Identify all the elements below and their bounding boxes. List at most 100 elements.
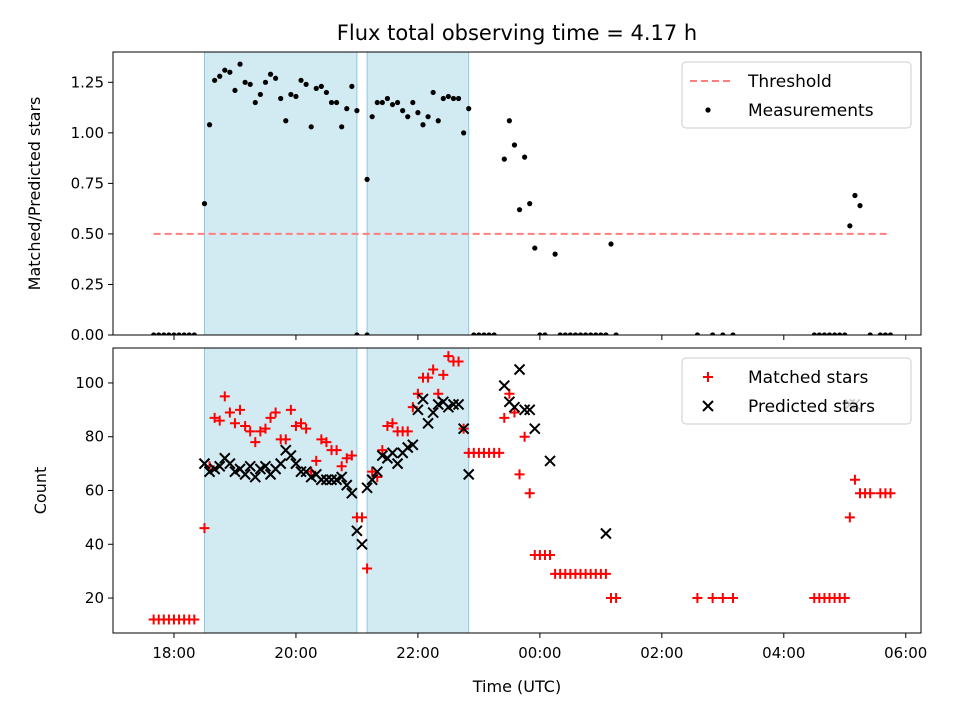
- measurement-point: [506, 118, 512, 124]
- axes-frame: [112, 51, 922, 336]
- matched-point: [509, 407, 520, 418]
- ratio-panel: 0.00 0.25 0.50 0.75 1.00 1.25 Matched/Predicte…: [25, 51, 922, 344]
- measurement-point: [511, 142, 518, 148]
- count-panel: 18:00 20:00 22:00 00:00 02:00 04:00 06:00 20 40 6…: [31, 347, 927, 662]
- matched-point: [438, 369, 449, 380]
- predicted-point: [351, 525, 363, 537]
- predicted-point: [259, 460, 272, 473]
- measurement-point: [217, 73, 223, 79]
- measurement-point: [821, 332, 828, 335]
- matched-point: [865, 488, 876, 499]
- measurement-point: [552, 251, 558, 257]
- matched-point: [453, 356, 464, 367]
- predicted-point: [361, 482, 373, 494]
- predicted-point: [320, 474, 333, 486]
- measurement-point: [328, 99, 335, 106]
- matched-point: [316, 434, 327, 445]
- predicted-point: [417, 393, 429, 405]
- predicted-point: [315, 474, 328, 486]
- matched-point: [260, 423, 271, 434]
- measurement-point: [318, 83, 324, 89]
- legend-box: [681, 357, 912, 425]
- matched-point: [402, 426, 413, 437]
- measurement-point: [364, 332, 370, 335]
- measurement-point: [206, 122, 213, 128]
- measurement-point: [816, 332, 822, 335]
- measurement-point: [425, 114, 431, 120]
- measurement-point: [887, 332, 894, 335]
- measurement-point: [191, 332, 197, 335]
- matched-point: [240, 420, 251, 431]
- observing-window: [366, 52, 470, 335]
- observing-window: [203, 348, 358, 633]
- predicted-point: [224, 457, 236, 470]
- matched-point: [362, 563, 373, 574]
- measurement-point: [532, 245, 538, 251]
- observing-window: [203, 52, 358, 335]
- predicted-point: [295, 465, 307, 478]
- measurement-point: [710, 332, 716, 335]
- matched-point: [229, 418, 240, 429]
- measurement-point: [593, 332, 599, 335]
- predicted-point: [523, 404, 536, 416]
- legend-measurement-swatch: [705, 107, 711, 113]
- measurement-point: [400, 108, 406, 114]
- predicted-point: [513, 363, 526, 376]
- matched-point: [311, 455, 322, 466]
- measurement-point: [877, 332, 883, 335]
- measurement-point: [842, 332, 848, 335]
- predicted-point: [244, 460, 256, 473]
- measurement-point: [222, 67, 228, 73]
- y-tick-label: 1.00: [71, 124, 104, 142]
- matched-point: [336, 461, 347, 472]
- plot-area: [151, 52, 894, 335]
- y-tick-label: 100: [75, 374, 104, 392]
- y-tick-label: 60: [85, 482, 104, 500]
- matched-point: [270, 407, 281, 418]
- measurement-point: [242, 79, 248, 85]
- predicted-point: [407, 439, 419, 451]
- measurement-point: [379, 99, 385, 106]
- predicted-point: [386, 447, 399, 459]
- measurement-point: [313, 85, 319, 91]
- y-tick-label: 80: [85, 428, 104, 446]
- measurement-point: [466, 106, 472, 112]
- matched-point: [331, 445, 342, 456]
- y-tick-label: 1.25: [71, 73, 104, 91]
- predicted-point: [274, 457, 287, 470]
- predicted-point: [285, 449, 297, 462]
- matched-point: [346, 450, 357, 461]
- measurement-point: [557, 332, 563, 335]
- plot-area: [148, 348, 896, 633]
- measurement-point: [537, 332, 543, 335]
- measurement-point: [481, 332, 487, 335]
- measurement-point: [603, 332, 609, 335]
- measurement-point: [166, 332, 172, 335]
- predicted-point: [529, 422, 541, 435]
- y-tick-label: 0.75: [71, 174, 104, 192]
- matched-point: [423, 372, 434, 383]
- matched-point: [717, 593, 728, 604]
- measurement-point: [852, 192, 858, 199]
- measurement-point: [369, 114, 375, 120]
- matched-point: [367, 466, 378, 477]
- measurement-point: [232, 87, 238, 94]
- measurement-point: [811, 332, 817, 335]
- measurement-point: [201, 201, 208, 207]
- measurement-point: [354, 108, 360, 114]
- matched-point: [219, 391, 230, 402]
- predicted-point: [371, 465, 383, 478]
- measurement-point: [608, 241, 614, 247]
- predicted-point: [463, 468, 475, 481]
- y-tick-label: 20: [85, 589, 104, 607]
- predicted-point: [346, 487, 358, 499]
- measurement-point: [186, 332, 192, 335]
- legend-label: Predicted stars: [748, 397, 875, 417]
- measurement-point: [262, 79, 269, 85]
- matched-point: [290, 420, 301, 431]
- matched-point: [412, 388, 423, 399]
- y-tick-label: 0.00: [71, 326, 104, 344]
- predicted-point: [427, 406, 439, 419]
- legend-label: Matched stars: [748, 368, 868, 388]
- predicted-point: [325, 474, 338, 486]
